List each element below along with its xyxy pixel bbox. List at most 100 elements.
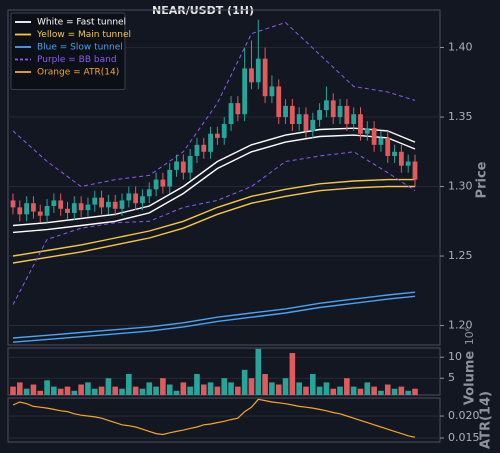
volume-bar <box>146 382 153 395</box>
volume-bar <box>132 386 139 395</box>
candle-body <box>392 151 397 156</box>
y-tick-label: 0.020 <box>448 409 480 422</box>
candle-body <box>303 114 309 131</box>
volume-bar <box>200 384 207 395</box>
candle-body <box>99 197 104 208</box>
candle-body <box>242 68 248 115</box>
candle-body <box>371 128 377 145</box>
candle-body <box>112 201 118 209</box>
tunnel-line <box>12 21 416 188</box>
candle-body <box>235 103 241 115</box>
volume-bar <box>303 386 309 395</box>
volume-bar <box>391 388 398 395</box>
volume-bar <box>241 369 248 395</box>
candle-body <box>133 193 139 204</box>
y-tick-label: 0.015 <box>448 431 480 444</box>
candle-body <box>412 161 418 180</box>
candle-body <box>351 114 357 124</box>
candle-body <box>221 123 227 138</box>
volume-bar <box>235 386 241 395</box>
candle-body <box>65 208 70 213</box>
candle-body <box>364 128 370 134</box>
volume-bar <box>105 378 112 395</box>
volume-bar <box>316 386 323 395</box>
candle-body <box>405 161 411 166</box>
volume-bar <box>309 374 316 395</box>
volume-bar <box>337 386 343 395</box>
candle-body <box>215 133 220 138</box>
candle-body <box>153 179 159 190</box>
y-axis-label: ATR(14) <box>479 391 494 449</box>
candle-body <box>44 205 50 216</box>
plot-frame <box>7 397 441 443</box>
candle-body <box>330 100 336 118</box>
y-tick-label: 10 <box>448 350 462 363</box>
y-tick-label: 1.20 <box>448 319 473 332</box>
volume-bar <box>398 386 405 395</box>
volume-bar <box>112 386 119 395</box>
candle-body <box>317 110 323 120</box>
volume-bar <box>384 384 391 395</box>
volume-bar <box>357 388 364 395</box>
candle-body <box>119 200 125 209</box>
candle-body <box>37 211 43 216</box>
y-tick-label: 1.35 <box>448 110 473 123</box>
plot-frame <box>7 9 441 346</box>
candle-body <box>174 161 179 170</box>
volume-bar <box>412 388 418 395</box>
volume-bar <box>275 384 282 395</box>
candle-body <box>92 197 98 205</box>
candle-body <box>78 203 84 211</box>
legend-label: Yellow = Main tunnel <box>36 30 131 40</box>
candle-body <box>201 144 207 152</box>
candle-body <box>105 201 111 208</box>
candle-body <box>31 203 36 212</box>
candle-body <box>126 193 132 201</box>
candle-body <box>140 196 145 204</box>
y-tick-label: 1.40 <box>448 41 473 54</box>
volume-bar <box>221 378 228 395</box>
volume-bar <box>126 374 132 395</box>
volume-bar <box>371 386 377 395</box>
candle-body <box>228 103 234 124</box>
volume-bar <box>139 388 146 395</box>
y-axis-label: Volume <box>463 351 478 406</box>
atr-line <box>12 398 416 438</box>
y-tick-label: 1.30 <box>448 180 473 193</box>
candle-body <box>385 137 391 156</box>
y-tick-label: 1.25 <box>448 249 473 262</box>
volume-bar <box>51 386 57 395</box>
volume-bar <box>378 390 384 395</box>
volume-bar <box>173 390 180 395</box>
candle-body <box>180 161 186 173</box>
volume-bar <box>187 386 193 395</box>
volume-bar <box>207 382 214 395</box>
candle-body <box>398 151 404 166</box>
volume-bar <box>248 378 255 395</box>
candle-body <box>276 86 282 118</box>
y-axis-label: Price <box>475 161 490 198</box>
candle-body <box>324 100 329 111</box>
volume-bar <box>10 386 16 395</box>
volume-bar <box>30 384 37 395</box>
candle-body <box>269 86 275 97</box>
candle-body <box>58 200 64 209</box>
candle-body <box>24 203 30 215</box>
volume-bar <box>296 382 302 395</box>
volume-bar <box>214 386 221 395</box>
volume-bar <box>255 348 262 395</box>
volume-bar <box>91 388 98 395</box>
volume-bar <box>262 374 268 395</box>
volume-bar <box>330 388 337 395</box>
candle-body <box>337 105 343 118</box>
candle-body <box>160 179 166 187</box>
volume-bar <box>37 390 44 395</box>
candle-body <box>283 105 288 118</box>
candle-body <box>208 133 213 152</box>
volume-bar <box>194 374 200 395</box>
candle-body <box>344 105 350 124</box>
volume-bar <box>160 378 166 395</box>
candle-body <box>194 144 200 156</box>
candle-body <box>85 204 91 211</box>
candle-body <box>289 105 295 124</box>
